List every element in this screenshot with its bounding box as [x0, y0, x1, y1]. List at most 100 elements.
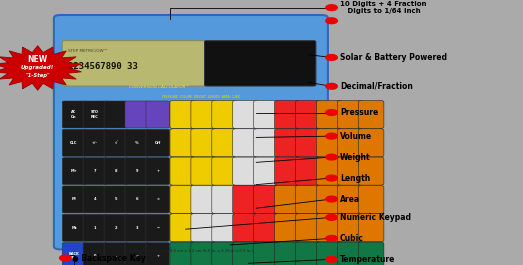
FancyBboxPatch shape — [170, 242, 196, 265]
FancyBboxPatch shape — [146, 101, 169, 128]
FancyBboxPatch shape — [104, 129, 128, 156]
Text: CLC: CLC — [70, 141, 78, 145]
FancyBboxPatch shape — [83, 101, 107, 128]
Text: M+: M+ — [71, 169, 77, 173]
FancyBboxPatch shape — [337, 186, 363, 214]
FancyBboxPatch shape — [316, 242, 342, 265]
FancyBboxPatch shape — [233, 100, 258, 129]
FancyBboxPatch shape — [104, 158, 128, 185]
FancyBboxPatch shape — [316, 157, 342, 185]
FancyBboxPatch shape — [358, 157, 384, 185]
FancyBboxPatch shape — [104, 101, 128, 128]
Text: ×: × — [156, 197, 159, 201]
Text: Decimal/Fraction: Decimal/Fraction — [340, 82, 413, 91]
FancyBboxPatch shape — [358, 100, 384, 129]
Text: +: + — [156, 169, 159, 173]
FancyBboxPatch shape — [125, 186, 149, 213]
FancyBboxPatch shape — [170, 157, 196, 185]
Text: Numeric Keypad: Numeric Keypad — [340, 213, 411, 222]
FancyBboxPatch shape — [233, 157, 258, 185]
FancyBboxPatch shape — [337, 214, 363, 242]
Text: +/-: +/- — [92, 141, 98, 145]
Circle shape — [326, 110, 337, 116]
Text: 10 Digits + 4 Fraction
   Digits to 1/64 Inch: 10 Digits + 4 Fraction Digits to 1/64 In… — [340, 1, 426, 14]
FancyBboxPatch shape — [295, 186, 321, 214]
FancyBboxPatch shape — [125, 214, 149, 241]
FancyBboxPatch shape — [83, 186, 107, 213]
FancyBboxPatch shape — [104, 242, 128, 265]
Text: Temperature: Temperature — [340, 255, 395, 264]
Text: 4: 4 — [94, 197, 96, 201]
Text: Pressure: Pressure — [340, 108, 378, 117]
Circle shape — [326, 214, 337, 220]
FancyBboxPatch shape — [62, 242, 86, 265]
Circle shape — [326, 5, 337, 11]
Text: Mc: Mc — [71, 226, 77, 230]
FancyBboxPatch shape — [191, 242, 217, 265]
FancyBboxPatch shape — [275, 186, 300, 214]
FancyBboxPatch shape — [54, 15, 328, 249]
FancyBboxPatch shape — [254, 157, 279, 185]
Text: BACK
SPC: BACK SPC — [69, 252, 79, 260]
FancyBboxPatch shape — [83, 158, 107, 185]
Text: .: . — [115, 254, 117, 258]
FancyBboxPatch shape — [212, 129, 237, 157]
FancyBboxPatch shape — [233, 214, 258, 242]
Text: Volume: Volume — [340, 132, 372, 141]
Circle shape — [326, 175, 337, 181]
Circle shape — [326, 196, 337, 202]
FancyBboxPatch shape — [104, 214, 128, 241]
FancyBboxPatch shape — [146, 158, 169, 185]
Text: NEW: NEW — [28, 55, 48, 64]
Circle shape — [326, 154, 337, 160]
FancyBboxPatch shape — [275, 129, 300, 157]
FancyBboxPatch shape — [125, 242, 149, 265]
FancyBboxPatch shape — [170, 100, 196, 129]
FancyBboxPatch shape — [125, 158, 149, 185]
Text: STO
REC: STO REC — [91, 110, 99, 119]
Text: −: − — [156, 226, 159, 230]
Text: 5: 5 — [115, 197, 117, 201]
FancyBboxPatch shape — [275, 100, 300, 129]
Circle shape — [60, 255, 71, 261]
Circle shape — [326, 236, 337, 241]
FancyBboxPatch shape — [83, 129, 107, 156]
FancyBboxPatch shape — [170, 186, 196, 214]
Text: Cubic: Cubic — [340, 234, 364, 243]
FancyBboxPatch shape — [295, 157, 321, 185]
FancyBboxPatch shape — [233, 242, 258, 265]
FancyBboxPatch shape — [358, 242, 384, 265]
FancyBboxPatch shape — [275, 242, 300, 265]
FancyBboxPatch shape — [191, 186, 217, 214]
FancyBboxPatch shape — [125, 101, 149, 128]
FancyBboxPatch shape — [62, 186, 86, 213]
FancyBboxPatch shape — [170, 129, 196, 157]
Text: =: = — [135, 254, 138, 258]
Text: M-: M- — [72, 197, 76, 201]
FancyBboxPatch shape — [191, 157, 217, 185]
Text: 0: 0 — [94, 254, 96, 258]
FancyBboxPatch shape — [62, 129, 86, 156]
Text: ● Backspace Key: ● Backspace Key — [72, 254, 145, 263]
Text: 3: 3 — [135, 226, 138, 230]
FancyBboxPatch shape — [295, 214, 321, 242]
FancyBboxPatch shape — [295, 100, 321, 129]
Circle shape — [326, 18, 337, 24]
FancyBboxPatch shape — [146, 186, 169, 213]
FancyBboxPatch shape — [275, 157, 300, 185]
FancyBboxPatch shape — [275, 214, 300, 242]
Text: Actual Size: 14 cm x 9.5 cm x 1.2 cm (5.5 in. x 3.75 in x 0.5 in.): Actual Size: 14 cm x 9.5 cm x 1.2 cm (5.… — [129, 249, 253, 253]
FancyBboxPatch shape — [233, 129, 258, 157]
Text: AC
On: AC On — [71, 110, 77, 119]
FancyBboxPatch shape — [337, 129, 363, 157]
Text: Solar & Battery Powered: Solar & Battery Powered — [340, 53, 447, 62]
FancyBboxPatch shape — [62, 41, 205, 86]
FancyBboxPatch shape — [146, 214, 169, 241]
Text: 1234567890 33: 1234567890 33 — [68, 62, 138, 71]
FancyBboxPatch shape — [104, 186, 128, 213]
FancyBboxPatch shape — [62, 101, 86, 128]
Text: 2: 2 — [115, 226, 117, 230]
Circle shape — [326, 257, 337, 262]
Text: Length: Length — [340, 174, 370, 183]
FancyBboxPatch shape — [337, 100, 363, 129]
